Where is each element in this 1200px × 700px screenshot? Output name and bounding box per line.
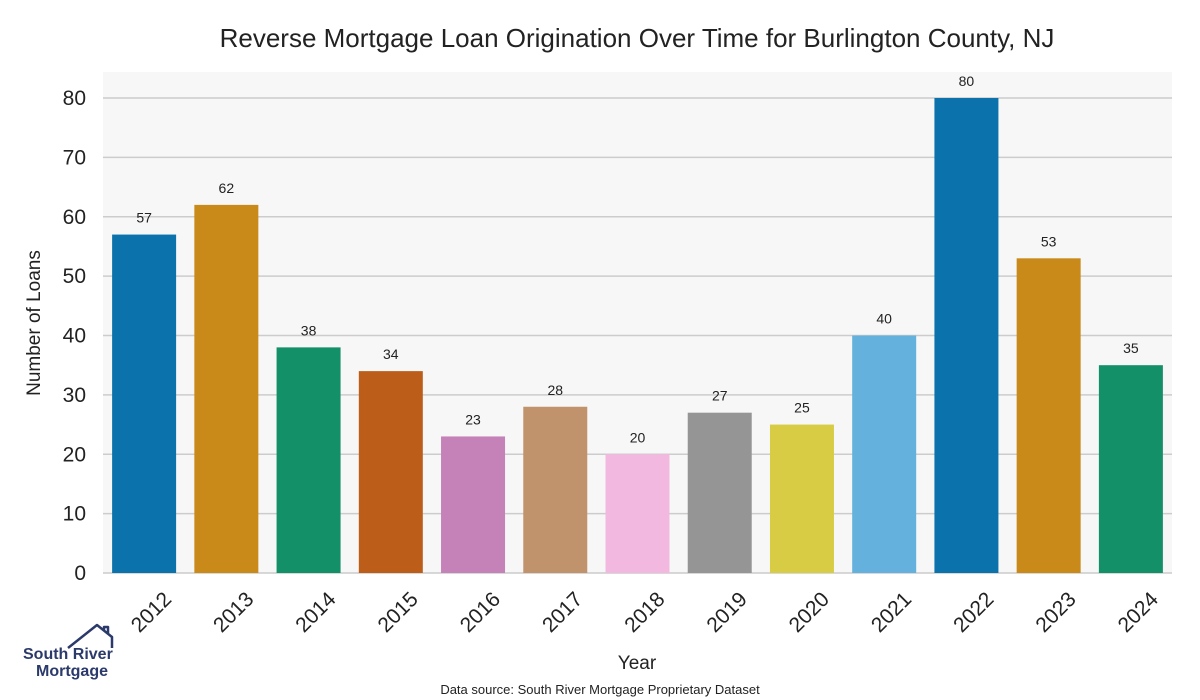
logo-line1: South River (23, 646, 113, 663)
bar-value-label: 23 (465, 411, 481, 427)
y-axis-label: Number of Loans (24, 250, 45, 396)
x-tick-label: 2023 (1031, 588, 1080, 637)
y-tick-label: 40 (63, 325, 86, 348)
bar-2012 (112, 234, 177, 573)
bar-value-label: 34 (383, 346, 399, 362)
bar-2024 (1098, 365, 1163, 573)
bar-value-label: 35 (1123, 340, 1139, 356)
y-tick-label: 10 (63, 503, 86, 526)
bar-value-label: 62 (219, 180, 235, 196)
house-icon (67, 623, 114, 649)
x-tick-label: 2013 (209, 588, 258, 637)
y-tick-label: 30 (63, 384, 86, 407)
logo: South River Mortgage (23, 623, 114, 680)
data-source-note: Data source: South River Mortgage Propri… (440, 682, 760, 697)
bar-value-label: 28 (547, 382, 563, 398)
x-tick-label: 2020 (785, 588, 834, 637)
y-tick-label: 70 (63, 146, 86, 169)
bar-value-label: 38 (301, 322, 317, 338)
x-tick-label: 2022 (949, 588, 998, 637)
y-tick-label: 20 (63, 443, 86, 466)
x-tick-label: 2024 (1114, 588, 1164, 638)
bar-2022 (934, 98, 999, 573)
bar-value-label: 20 (630, 429, 646, 445)
bar-2018 (605, 454, 670, 573)
bar-2021 (852, 335, 917, 573)
x-tick-label: 2016 (456, 588, 505, 637)
y-tick-label: 80 (63, 87, 86, 110)
x-tick-label: 2021 (867, 588, 916, 637)
chart-title: Reverse Mortgage Loan Origination Over T… (220, 23, 1055, 53)
bar-2016 (441, 436, 506, 573)
x-tick-label: 2019 (702, 588, 751, 637)
bar-2020 (769, 424, 834, 573)
x-tick-label: 2017 (538, 588, 587, 637)
bar-labels: 57 62 38 34 23 28 20 27 25 40 80 53 35 (136, 73, 1139, 445)
x-tick-label: 2018 (620, 588, 669, 637)
bars (112, 98, 1163, 573)
y-tick-label: 60 (63, 206, 86, 229)
x-axis-label: Year (618, 653, 657, 674)
x-tick-label: 2014 (291, 588, 341, 638)
bar-value-label: 27 (712, 388, 728, 404)
bar-2014 (276, 347, 341, 573)
bar-2015 (358, 371, 423, 573)
bar-2013 (194, 204, 259, 573)
bar-value-label: 53 (1041, 233, 1057, 249)
bar-2023 (1016, 258, 1081, 573)
bar-value-label: 80 (959, 73, 975, 89)
x-axis-ticks: 2012 2013 2014 2015 2016 2017 2018 2019 2020 2021… (127, 588, 1163, 638)
x-tick-label: 2012 (127, 588, 176, 637)
y-tick-label: 50 (63, 265, 86, 288)
bar-2017 (523, 406, 588, 573)
y-tick-label: 0 (74, 562, 86, 585)
bar-value-label: 25 (794, 400, 810, 416)
bar-value-label: 40 (876, 311, 892, 327)
bar-2019 (687, 412, 752, 573)
y-axis-ticks: 0 10 20 30 40 50 60 70 80 (63, 87, 86, 585)
logo-line2: Mortgage (36, 663, 108, 680)
bar-value-label: 57 (136, 210, 152, 226)
x-tick-label: 2015 (374, 588, 423, 637)
